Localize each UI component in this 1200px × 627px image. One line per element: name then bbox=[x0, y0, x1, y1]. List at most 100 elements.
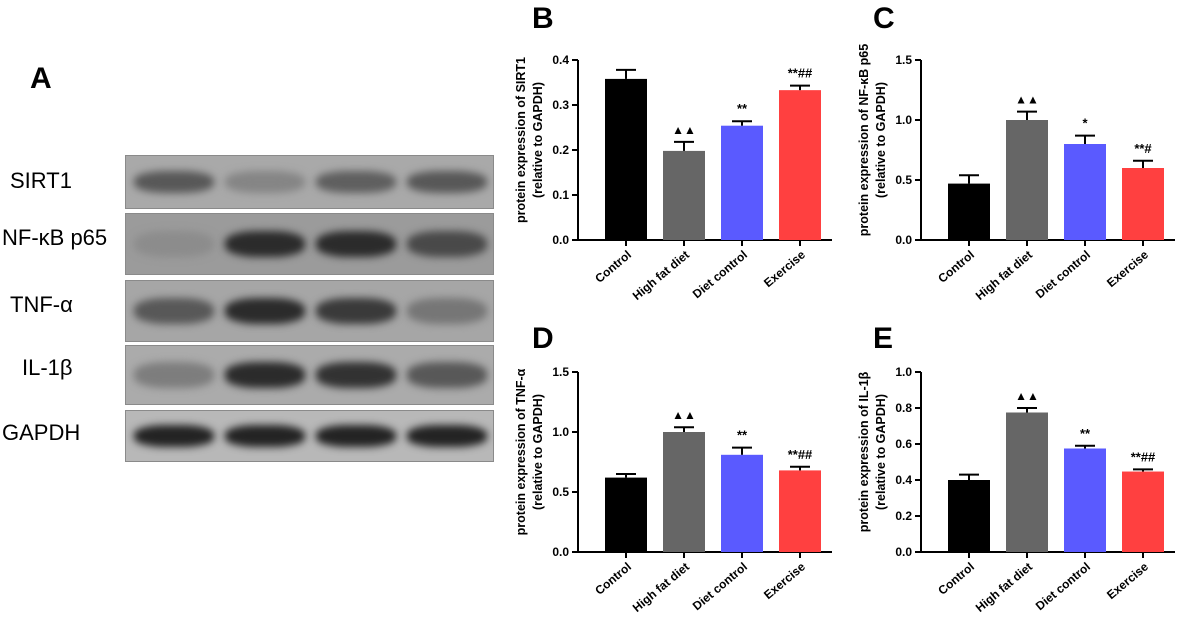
panel-letter-c: C bbox=[873, 2, 895, 35]
significance-label: **# bbox=[1134, 141, 1152, 156]
bar bbox=[1122, 168, 1164, 240]
y-tick-label: 1.5 bbox=[552, 365, 569, 379]
significance-label: **## bbox=[1131, 449, 1156, 464]
blot-label-il1b: IL-1β bbox=[22, 355, 73, 380]
y-tick-label: 0.2 bbox=[552, 143, 569, 157]
x-tick-label: Control bbox=[592, 560, 634, 598]
blot-band bbox=[316, 297, 396, 325]
x-tick-label: Diet control bbox=[1033, 248, 1093, 302]
x-tick-label: Diet control bbox=[1033, 560, 1093, 614]
x-tick-label: Exercise bbox=[1104, 247, 1151, 290]
blot-band bbox=[407, 362, 487, 388]
blot-label-sirt1: SIRT1 bbox=[10, 168, 72, 193]
y-axis-label: protein expression of NF-κB p65 bbox=[857, 44, 871, 236]
x-tick-label: High fat diet bbox=[973, 248, 1035, 303]
bar bbox=[605, 78, 647, 241]
x-tick-label: Control bbox=[935, 560, 977, 598]
bar bbox=[1006, 120, 1048, 240]
chart-tnf-alpha: 0.0 0.5 1.0 1.5 protein expression of TNF-α(… bbox=[514, 365, 832, 615]
x-tick-label: Exercise bbox=[761, 247, 808, 290]
blot-label-tnfa: TNF-α bbox=[10, 292, 73, 317]
bar bbox=[1122, 471, 1164, 552]
blot-band bbox=[316, 230, 396, 258]
bar bbox=[779, 470, 821, 552]
bar bbox=[605, 477, 647, 552]
significance-label: **## bbox=[788, 447, 813, 462]
blot-band bbox=[225, 362, 305, 388]
y-tick-label: 1.5 bbox=[895, 53, 912, 67]
panel-letter-e: E bbox=[873, 322, 894, 355]
bar bbox=[721, 454, 763, 552]
y-axis-label: (relative to GAPDH) bbox=[531, 394, 545, 510]
significance-label: ▲▲ bbox=[672, 408, 696, 422]
significance-label: ** bbox=[737, 428, 748, 443]
significance-label: ▲▲ bbox=[1015, 389, 1039, 403]
y-tick-label: 0.8 bbox=[895, 401, 912, 415]
blot-band bbox=[134, 362, 214, 388]
significance-label: * bbox=[1082, 116, 1088, 131]
blot-band bbox=[407, 170, 487, 194]
y-tick-label: 0.0 bbox=[895, 233, 912, 247]
blot-band bbox=[134, 230, 214, 258]
blot-band bbox=[225, 170, 305, 194]
y-axis-label: (relative to GAPDH) bbox=[531, 82, 545, 198]
bar bbox=[779, 90, 821, 241]
blot-strip-tnfa bbox=[125, 280, 494, 342]
y-axis-label: protein expression of IL-1β bbox=[857, 371, 871, 532]
x-tick-label: Diet control bbox=[690, 248, 750, 302]
y-tick-label: 0.5 bbox=[895, 173, 912, 187]
blot-strip-il1b bbox=[125, 345, 494, 405]
panel-letter-d: D bbox=[532, 322, 554, 355]
chart-sirt1: 0.0 0.1 0.2 0.3 0.4 protein expression of SIR… bbox=[514, 53, 832, 303]
significance-label: ** bbox=[1080, 426, 1091, 441]
y-axis-label: protein expression of TNF-α bbox=[514, 368, 528, 535]
significance-label: ▲▲ bbox=[1015, 93, 1039, 107]
y-tick-label: 0.1 bbox=[552, 188, 569, 202]
x-tick-label: Diet control bbox=[690, 560, 750, 614]
blot-band bbox=[134, 170, 214, 194]
blot-band bbox=[407, 230, 487, 258]
bar bbox=[1006, 412, 1048, 552]
blot-strip-gapdh bbox=[125, 410, 494, 462]
blot-band bbox=[316, 425, 396, 447]
bar bbox=[663, 432, 705, 552]
bar bbox=[663, 150, 705, 240]
y-tick-label: 0.5 bbox=[552, 485, 569, 499]
x-tick-label: Exercise bbox=[761, 559, 808, 602]
blot-label-nfkb: NF-κB p65 bbox=[2, 225, 108, 250]
blot-band bbox=[316, 170, 396, 194]
blot-band bbox=[134, 297, 214, 325]
blot-band bbox=[134, 425, 214, 447]
y-tick-label: 1.0 bbox=[895, 365, 912, 379]
blot-band bbox=[407, 425, 487, 447]
y-axis-label: (relative to GAPDH) bbox=[874, 82, 888, 198]
bar bbox=[948, 183, 990, 240]
y-tick-label: 1.0 bbox=[552, 425, 569, 439]
blot-strip-sirt1 bbox=[125, 155, 494, 209]
y-tick-label: 0.4 bbox=[895, 473, 912, 487]
x-tick-label: Control bbox=[935, 248, 977, 286]
bar bbox=[1064, 448, 1106, 552]
y-tick-label: 0.4 bbox=[552, 53, 569, 67]
y-tick-label: 0.0 bbox=[895, 545, 912, 559]
x-tick-label: High fat diet bbox=[630, 248, 692, 303]
significance-label: ** bbox=[737, 101, 748, 116]
x-tick-label: Control bbox=[592, 248, 634, 286]
y-axis-label: (relative to GAPDH) bbox=[874, 394, 888, 510]
panel-letter-a: A bbox=[30, 62, 52, 95]
chart-il-1beta: 0.0 0.2 0.4 0.6 0.8 1.0 protein expression of … bbox=[857, 365, 1175, 615]
blot-band bbox=[225, 297, 305, 325]
blot-band bbox=[225, 230, 305, 258]
chart-nfkb-p65: 0.0 0.5 1.0 1.5 protein expression of NF-κB … bbox=[857, 44, 1175, 303]
y-tick-label: 0.0 bbox=[552, 545, 569, 559]
bar bbox=[948, 480, 990, 552]
x-tick-label: High fat diet bbox=[973, 560, 1035, 615]
significance-label: **## bbox=[788, 66, 813, 81]
blot-band bbox=[407, 297, 487, 325]
blot-strip-nfkb bbox=[125, 213, 494, 275]
x-tick-label: Exercise bbox=[1104, 559, 1151, 602]
y-tick-label: 1.0 bbox=[895, 113, 912, 127]
y-tick-label: 0.3 bbox=[552, 98, 569, 112]
blot-label-gapdh: GAPDH bbox=[2, 420, 81, 445]
blot-band bbox=[225, 425, 305, 447]
